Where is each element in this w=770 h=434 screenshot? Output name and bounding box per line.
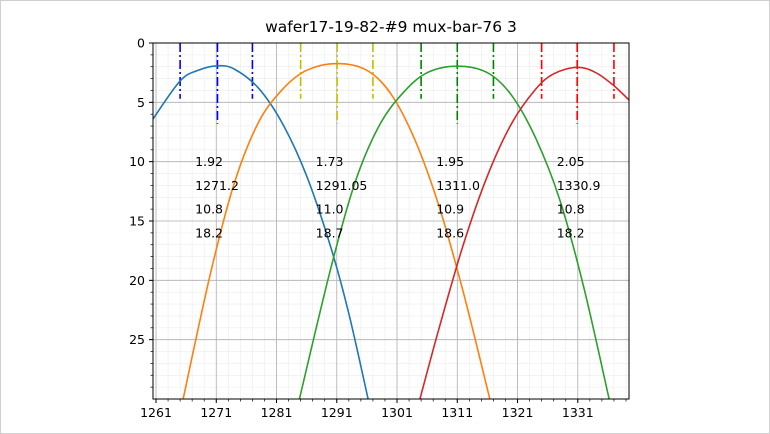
annotation-1-line-1: 1.92 xyxy=(195,154,223,169)
annotation-3-line-3: 10.9 xyxy=(436,202,464,217)
peak-annotations: 1.92 1271.2 10.8 18.2 1.73 1291.05 11.0 18.7 1.9… xyxy=(195,154,600,240)
series-lines xyxy=(153,62,629,399)
annotation-3-line-2: 1311.0 xyxy=(436,178,480,193)
x-tick-label: 1281 xyxy=(261,405,293,420)
x-tick-label: 1291 xyxy=(321,405,353,420)
annotation-3-line-4: 18.6 xyxy=(436,225,464,240)
annotation-4-line-1: 2.05 xyxy=(557,154,585,169)
annotation-4-line-2: 1330.9 xyxy=(557,178,601,193)
series-3-line xyxy=(298,65,610,399)
y-tick-label: 0 xyxy=(137,36,145,51)
annotation-4-line-3: 10.8 xyxy=(557,202,585,217)
axis-ticks: 1261 1271 1281 1291 1301 1311 1321 1331 0 5 10 15 20… xyxy=(129,36,627,420)
y-tick-label: 25 xyxy=(129,332,145,347)
annotation-3-line-1: 1.95 xyxy=(436,154,464,169)
annotation-1-line-4: 18.2 xyxy=(195,225,223,240)
x-tick-label: 1301 xyxy=(381,405,413,420)
x-tick-label: 1331 xyxy=(562,405,594,420)
peak-markers xyxy=(179,43,615,124)
y-tick-label: 15 xyxy=(129,214,145,229)
y-tick-label: 20 xyxy=(129,273,145,288)
major-grid xyxy=(153,42,629,399)
annotation-1-line-2: 1271.2 xyxy=(195,178,239,193)
series-1-line xyxy=(153,64,369,399)
x-tick-label: 1271 xyxy=(200,405,232,420)
x-tick-label: 1311 xyxy=(441,405,473,420)
annotation-2-line-1: 1.73 xyxy=(316,154,344,169)
annotation-2-line-4: 18.7 xyxy=(316,225,344,240)
annotation-4-line-4: 18.2 xyxy=(557,225,585,240)
y-tick-label: 10 xyxy=(129,154,145,169)
annotation-2-line-3: 11.0 xyxy=(316,202,344,217)
annotation-2-line-2: 1291.05 xyxy=(316,178,368,193)
y-tick-label: 5 xyxy=(137,95,145,110)
x-tick-label: 1321 xyxy=(502,405,534,420)
chart-title: wafer17-19-82-#9 mux-bar-76 3 xyxy=(265,18,517,36)
series-2-line xyxy=(182,62,491,399)
x-tick-label: 1261 xyxy=(140,405,172,420)
series-4-line xyxy=(419,66,629,399)
annotation-1-line-3: 10.8 xyxy=(195,202,223,217)
